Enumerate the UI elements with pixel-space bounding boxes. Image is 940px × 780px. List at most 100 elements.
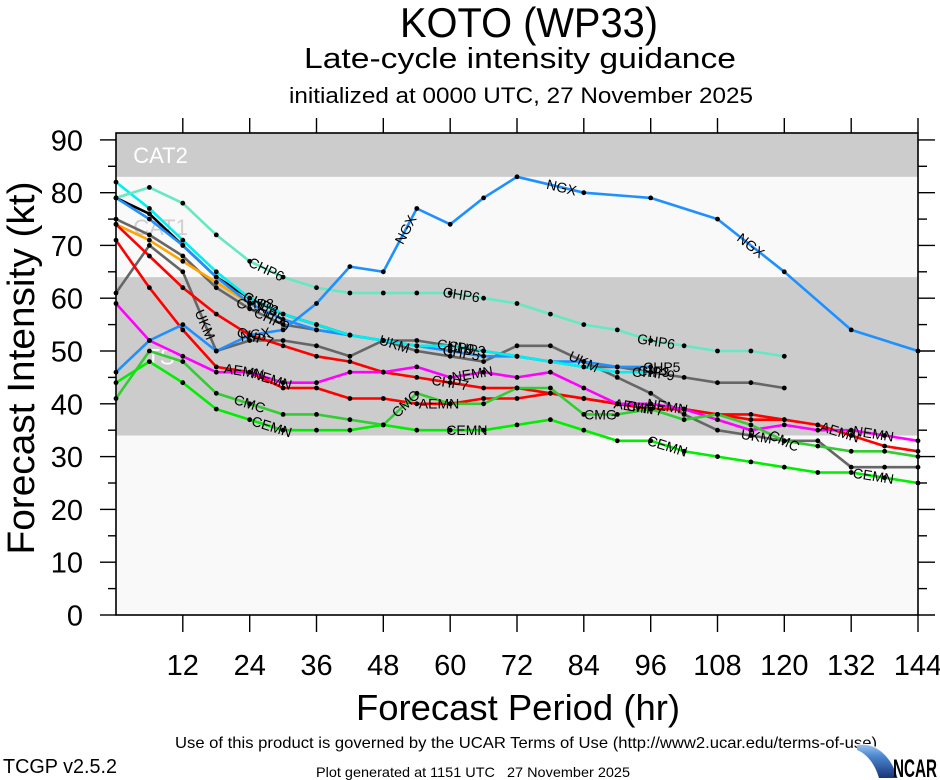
data-point-ngx	[514, 174, 520, 180]
axis-tick-labels: 0 10 20 30 40 50 60 70 80 90 12 24 36 48 60 72 84 96 108 12…	[51, 125, 940, 682]
band-label-cat2: CAT2	[133, 143, 188, 168]
line-label-ngx: NGX	[545, 176, 579, 199]
data-point-nemn	[748, 427, 754, 433]
data-point-ukm	[147, 243, 152, 248]
data-point-chp9	[715, 380, 720, 386]
data-point-chp5	[247, 301, 253, 306]
data-point-chp3	[347, 332, 353, 338]
data-point-cemn	[815, 470, 821, 475]
y-axis-title: Forecast Intensity (kt)	[1, 182, 43, 555]
data-point-cmc	[648, 406, 654, 412]
data-point-ghp6	[347, 290, 353, 296]
line-label-chp8: CHP8	[237, 295, 275, 311]
data-point-cemn	[715, 454, 720, 459]
data-point-ghp6	[314, 285, 319, 291]
data-point-aemn	[147, 285, 152, 291]
data-point-nemn	[514, 375, 520, 380]
x-tick-label: 48	[367, 650, 399, 682]
data-point-cemn	[781, 464, 787, 470]
data-point-cemn	[481, 427, 486, 433]
data-point-aemn	[748, 412, 754, 417]
data-point-chp7	[414, 375, 420, 380]
ncar-swoosh-highlight	[856, 743, 899, 779]
data-point-chp7	[314, 353, 319, 359]
data-point-ghp6	[748, 348, 754, 354]
y-tick-label: 90	[51, 125, 83, 157]
data-point-chp9	[748, 380, 754, 386]
data-point-cemn	[380, 422, 386, 428]
data-point-cmc	[481, 401, 486, 407]
data-point-cemn	[648, 438, 654, 444]
data-point-ukm	[848, 464, 854, 470]
data-point-chp9	[147, 232, 152, 238]
data-point-chp3	[548, 359, 553, 364]
ncar-swoosh-icon	[857, 744, 898, 778]
data-point-cemn	[514, 422, 520, 428]
chart-init-time: initialized at 0000 UTC, 27 November 202…	[289, 83, 753, 108]
data-point-chp4	[147, 211, 152, 217]
line-label-ukm: UKM	[740, 426, 773, 447]
data-point-chp9	[414, 338, 420, 343]
data-point-aemn	[548, 390, 553, 396]
y-tick-label: 50	[51, 337, 83, 369]
data-point-chp9	[213, 285, 219, 291]
data-point-aemn	[815, 422, 821, 428]
data-point-ghp6	[715, 348, 720, 354]
line-label-cemn: CEMN	[446, 422, 487, 438]
data-point-chp5	[314, 327, 319, 333]
data-point-ghp6	[380, 290, 386, 296]
data-point-ngx	[247, 332, 253, 338]
y-tick-label: 0	[67, 601, 83, 633]
y-tick-label: 20	[51, 495, 83, 527]
data-point-cemn	[848, 470, 854, 475]
y-tick-label: 10	[51, 548, 83, 580]
data-point-ngx	[781, 269, 787, 275]
data-point-nemn	[548, 369, 553, 375]
data-point-aemn	[180, 327, 186, 333]
data-point-chp8	[180, 258, 186, 264]
data-point-cemn	[280, 427, 286, 433]
data-point-cmc	[514, 385, 520, 391]
ncar-logo: NCAR	[856, 743, 937, 780]
line-label-chp3: CHP3	[632, 364, 670, 380]
data-point-ghp6	[648, 338, 654, 343]
data-point-ghp6	[548, 311, 553, 317]
data-point-chp5	[614, 364, 620, 370]
data-point-aemn	[781, 417, 787, 423]
data-point-chp9	[247, 306, 253, 312]
data-point-chp7	[213, 311, 219, 317]
line-label-chp7: CHP7	[625, 397, 665, 419]
data-point-nemn	[347, 369, 353, 375]
data-point-cemn	[581, 427, 587, 433]
data-point-chp3	[514, 353, 520, 359]
data-point-chp5	[447, 348, 453, 354]
line-label-chp7: CHP7	[431, 372, 471, 394]
chart-title: KOTO (WP33)	[400, 0, 658, 46]
data-point-chp5	[147, 216, 152, 222]
series-points	[113, 174, 921, 486]
data-point-nemn	[715, 417, 720, 423]
x-tick-label: 108	[693, 650, 741, 682]
data-point-ngx	[481, 195, 486, 201]
data-point-nemn	[213, 369, 219, 375]
data-point-chp7	[180, 285, 186, 291]
data-point-cemn	[247, 417, 253, 423]
data-point-ngx	[180, 322, 186, 327]
data-point-chp3	[147, 206, 152, 211]
data-point-cemn	[213, 406, 219, 412]
data-point-ngx	[414, 206, 420, 211]
data-point-ukm	[481, 359, 486, 364]
data-point-ukm	[514, 343, 520, 349]
data-point-cemn	[614, 438, 620, 444]
y-tick-label: 40	[51, 389, 83, 421]
chart-subtitle: Late-cycle intensity guidance	[304, 43, 736, 75]
data-point-nemn	[614, 401, 620, 407]
data-point-ukm	[681, 412, 687, 417]
line-label-chp5: CHP5	[442, 342, 482, 364]
data-point-ghp6	[147, 185, 152, 190]
x-tick-label: 132	[827, 650, 875, 682]
x-tick-label: 36	[300, 650, 332, 682]
data-point-ghp6	[180, 200, 186, 206]
line-label-nemn: NEMN	[646, 395, 689, 417]
line-label-chp9: CHP9	[637, 362, 677, 384]
